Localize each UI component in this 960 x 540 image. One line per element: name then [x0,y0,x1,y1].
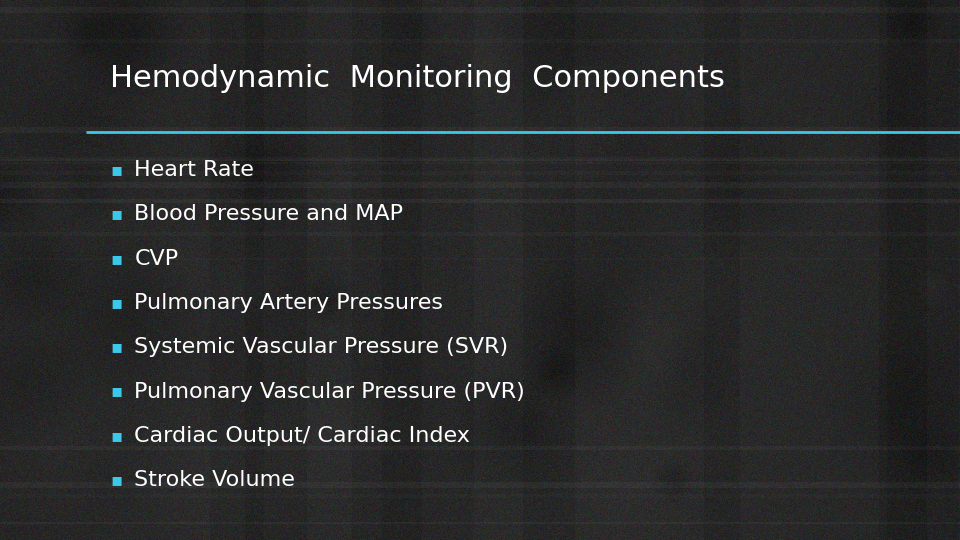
Text: ▪: ▪ [110,427,123,445]
Text: ▪: ▪ [110,205,123,224]
Text: ▪: ▪ [110,294,123,312]
Text: Stroke Volume: Stroke Volume [134,470,296,490]
Text: Pulmonary Artery Pressures: Pulmonary Artery Pressures [134,293,444,313]
Text: Cardiac Output/ Cardiac Index: Cardiac Output/ Cardiac Index [134,426,470,446]
Text: ▪: ▪ [110,382,123,401]
Text: CVP: CVP [134,248,179,269]
Text: Pulmonary Vascular Pressure (PVR): Pulmonary Vascular Pressure (PVR) [134,381,525,402]
Text: ▪: ▪ [110,161,123,179]
Text: Blood Pressure and MAP: Blood Pressure and MAP [134,204,403,225]
Text: Hemodynamic  Monitoring  Components: Hemodynamic Monitoring Components [110,64,725,93]
Text: ▪: ▪ [110,249,123,268]
Text: ▪: ▪ [110,338,123,356]
Text: ▪: ▪ [110,471,123,489]
Text: Systemic Vascular Pressure (SVR): Systemic Vascular Pressure (SVR) [134,337,509,357]
Text: Heart Rate: Heart Rate [134,160,254,180]
